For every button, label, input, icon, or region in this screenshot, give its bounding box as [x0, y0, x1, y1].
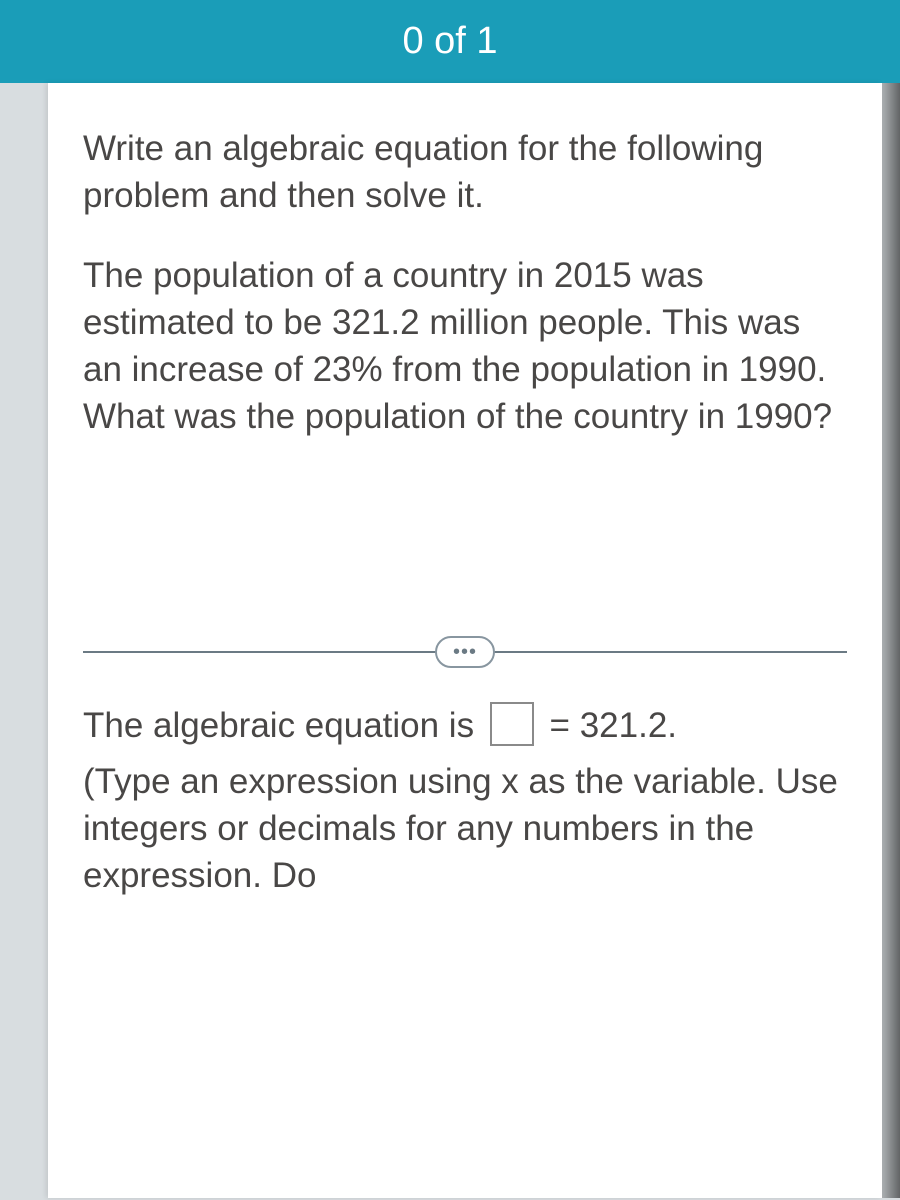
problem-text: The population of a country in 2015 was …	[83, 252, 847, 441]
instruction-text: Write an algebraic equation for the foll…	[83, 125, 847, 220]
progress-header: 0 of 1	[0, 0, 900, 83]
content-wrapper: Write an algebraic equation for the foll…	[0, 83, 900, 1198]
answer-lead-text: The algebraic equation is	[83, 706, 484, 745]
left-gutter	[0, 83, 48, 1198]
answer-hint: (Type an expression using x as the varia…	[83, 758, 847, 900]
question-panel: Write an algebraic equation for the foll…	[48, 83, 882, 1198]
right-gutter	[882, 83, 900, 1198]
answer-prompt: The algebraic equation is = 321.2.	[83, 701, 847, 750]
section-divider: •••	[83, 651, 847, 653]
progress-text: 0 of 1	[402, 20, 497, 62]
equation-input[interactable]	[490, 702, 534, 746]
expand-button[interactable]: •••	[435, 636, 495, 668]
answer-equals-text: = 321.2.	[540, 706, 677, 745]
